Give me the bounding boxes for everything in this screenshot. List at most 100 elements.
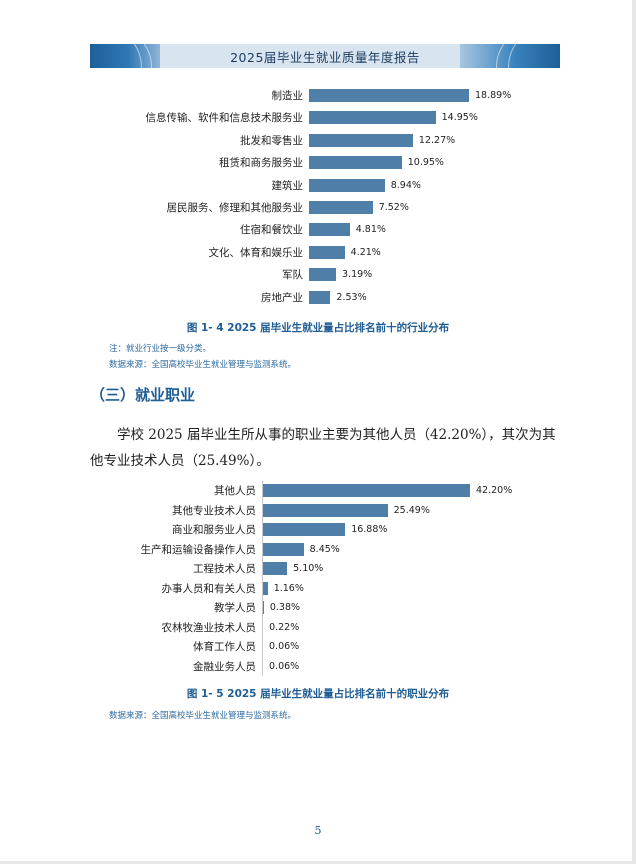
bar-value-label: 8.94% [390,179,421,191]
bar [262,562,288,575]
bar-value-label: 0.06% [269,641,300,652]
bar-row: 工程技术人员 5.10% [0,562,636,575]
page-edge-bottom [0,861,636,864]
bar-label-box: 信息传输、软件和信息技术服务业 [0,111,304,125]
bar-label-box: 批发和零售业 [0,134,303,147]
bar-row: 其他专业技术人员 25.49% [0,503,636,517]
bar [262,542,304,556]
bar-label-box: 生产和运输设备操作人员 [0,543,257,556]
bar-row: 房地产业 2.53% [0,290,636,304]
bar-value-label: 2.53% [336,291,367,303]
bar [309,223,350,237]
bar-label-box: 其他人员 [0,484,256,497]
bar [309,156,402,170]
bar-label-box: 住宿和餐饮业 [0,223,303,236]
bar-label-box: 居民服务、修理和其他服务业 [0,201,304,214]
bar-row: 住宿和餐饮业 4.81% [0,223,636,237]
bar-row: 其他人员 42.20% [0,484,636,497]
occupation-chart-caption: 图 1- 5 2025 届毕业生就业量占比排名前十的职业分布 [186,688,450,700]
bar [309,268,337,282]
bar-category-label: 其他人员 [214,485,256,497]
bar-label-box: 制造业 [0,89,304,102]
bar-label-box: 其他专业技术人员 [0,504,256,517]
bar-category-label: 农林牧渔业技术人员 [161,621,257,634]
page-edge [632,0,636,864]
page-number: 5 [314,824,322,837]
bar-category-label: 军队 [282,269,303,282]
bar-category-label: 房地产业 [261,291,303,304]
bar-category-label: 办事人员和有关人员 [161,582,257,595]
bar-value-label: 8.45% [309,543,340,555]
bar [262,484,470,497]
bar-category-label: 建筑业 [271,179,304,192]
bar [309,133,413,147]
bar-label-box: 体育工作人员 [0,640,256,653]
bar-value-label: 7.52% [378,202,409,213]
bar-category-label: 商业和服务业人员 [172,524,256,536]
bar [262,503,388,517]
chart-axis-line [262,481,263,676]
industry-chart-source: 数据来源：全国高校毕业生就业管理与监测系统。 [109,360,297,370]
section-paragraph: 学校 2025 届毕业生所从事的职业主要为其他人员（42.20%），其次为其他专… [90,427,556,469]
bar-row: 批发和零售业 12.27% [0,133,636,147]
bar-value-label: 0.38% [269,602,301,613]
bar-value-label: 4.21% [350,246,381,258]
bar-value-label: 4.81% [355,224,386,236]
bar-category-label: 工程技术人员 [193,563,256,575]
bar-row: 建筑业 8.94% [0,178,636,192]
bar-value-label: 10.95% [407,157,444,169]
bar [262,523,346,536]
bar-category-label: 租赁和商务服务业 [219,157,303,170]
bar-label-box: 文化、体育和娱乐业 [0,246,304,259]
bar-value-label: 25.49% [393,504,430,516]
bar-label-box: 农林牧渔业技术人员 [0,621,257,634]
bar-label-box: 工程技术人员 [0,562,256,575]
bar-label-box: 办事人员和有关人员 [0,582,257,595]
bar [309,245,345,259]
header-arc-decoration [496,44,560,68]
bar-value-label: 16.88% [351,524,388,535]
bar-value-label: 0.22% [269,621,300,633]
bar-value-label: 42.20% [476,485,513,496]
bar-row: 居民服务、修理和其他服务业 7.52% [0,201,636,214]
bar-category-label: 信息传输、软件和信息技术服务业 [145,112,304,125]
bar-label-box: 教学人员 [0,601,256,614]
bar-label-box: 军队 [0,268,303,281]
bar [262,581,268,595]
bar [309,178,385,192]
bar-row: 信息传输、软件和信息技术服务业 14.95% [0,111,636,125]
bar-category-label: 居民服务、修理和其他服务业 [166,202,304,214]
bar [309,89,469,102]
bar-row: 农林牧渔业技术人员 0.22% [0,620,636,634]
bar-row: 金融业务人员 0.06% [0,659,636,673]
bar-row: 教学人员 0.38% [0,601,636,614]
occupation-chart-source: 数据来源：全国高校毕业生就业管理与监测系统。 [109,711,297,721]
bar [309,290,331,304]
bar-row: 体育工作人员 0.06% [0,640,636,653]
bar-row: 商业和服务业人员 16.88% [0,523,636,536]
report-title: 2025届毕业生就业质量年度报告 [230,50,420,65]
bar-category-label: 其他专业技术人员 [172,504,256,517]
bar-row: 办事人员和有关人员 1.16% [0,581,636,595]
bar-value-label: 12.27% [418,134,456,146]
bar-value-label: 14.95% [441,112,478,124]
bar-value-label: 1.16% [273,582,304,594]
bar-label-box: 金融业务人员 [0,660,256,673]
bar-category-label: 教学人员 [214,602,256,614]
bar-label-box: 租赁和商务服务业 [0,156,303,169]
bar-category-label: 体育工作人员 [193,641,256,653]
section-heading: （三）就业职业 [90,386,196,404]
bar-category-label: 文化、体育和娱乐业 [208,246,304,259]
bar-value-label: 5.10% [293,563,324,574]
bar [309,201,373,214]
bar-row: 租赁和商务服务业 10.95% [0,156,636,170]
bar-value-label: 3.19% [342,269,373,281]
bar [309,111,436,125]
report-header-banner: 2025届毕业生就业质量年度报告 [90,44,560,68]
bar-value-label: 18.89% [475,90,512,101]
bar-row: 制造业 18.89% [0,89,636,102]
bar-label-box: 商业和服务业人员 [0,523,256,536]
bar-category-label: 住宿和餐饮业 [240,224,303,237]
bar-row: 文化、体育和娱乐业 4.21% [0,245,636,259]
bar-category-label: 金融业务人员 [193,660,256,673]
